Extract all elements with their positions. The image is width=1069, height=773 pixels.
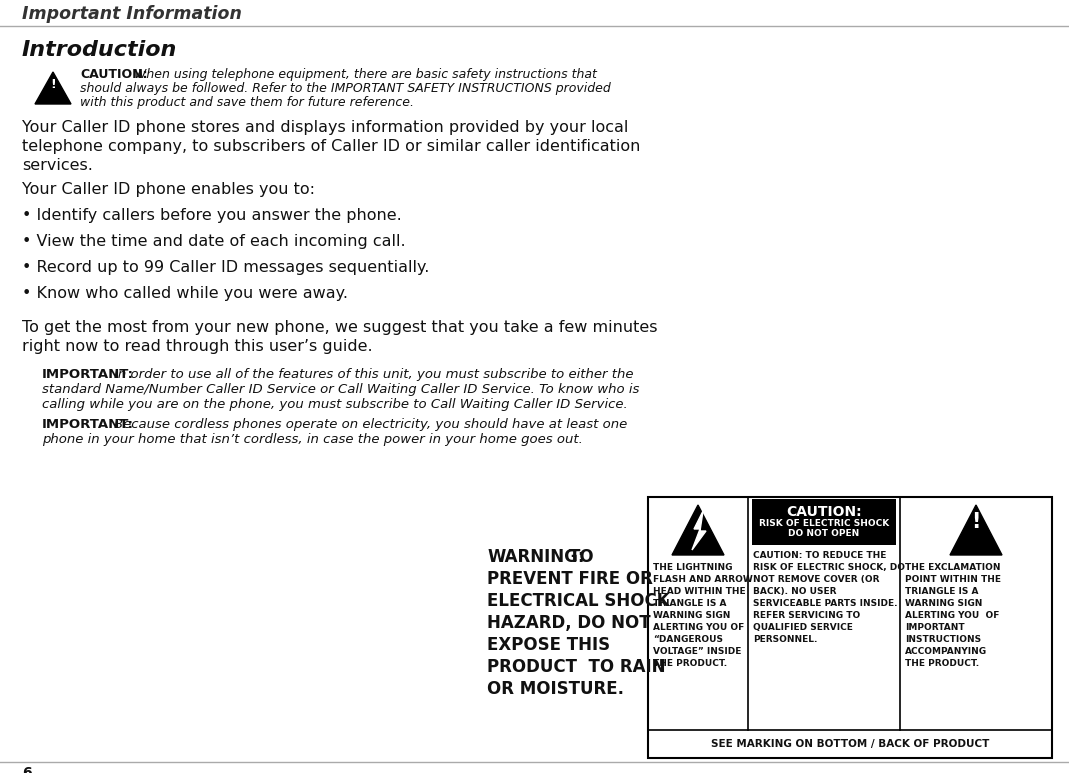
Text: with this product and save them for future reference.: with this product and save them for futu… (80, 96, 414, 109)
Polygon shape (692, 511, 706, 550)
Text: IMPORTANT:: IMPORTANT: (42, 418, 134, 431)
Text: NOT REMOVE COVER (OR: NOT REMOVE COVER (OR (753, 575, 880, 584)
Text: !: ! (50, 77, 56, 90)
Text: Your Caller ID phone enables you to:: Your Caller ID phone enables you to: (22, 182, 315, 197)
Text: VOLTAGE” INSIDE: VOLTAGE” INSIDE (653, 647, 742, 656)
Text: INSTRUCTIONS: INSTRUCTIONS (905, 635, 981, 644)
Bar (648, 497, 1052, 758)
Text: should always be followed. Refer to the IMPORTANT SAFETY INSTRUCTIONS provided: should always be followed. Refer to the … (80, 82, 610, 95)
Text: SEE MARKING ON BOTTOM / BACK OF PRODUCT: SEE MARKING ON BOTTOM / BACK OF PRODUCT (711, 739, 989, 749)
Polygon shape (672, 505, 724, 555)
Text: standard Name/Number Caller ID Service or Call Waiting Caller ID Service. To kno: standard Name/Number Caller ID Service o… (42, 383, 639, 396)
Text: OR MOISTURE.: OR MOISTURE. (487, 680, 624, 698)
Text: TO: TO (569, 548, 594, 566)
Text: ACCOMPANYING: ACCOMPANYING (905, 647, 987, 656)
Text: Introduction: Introduction (22, 40, 177, 60)
Text: PREVENT FIRE OR: PREVENT FIRE OR (487, 570, 653, 588)
Text: SERVICEABLE PARTS INSIDE.: SERVICEABLE PARTS INSIDE. (753, 599, 898, 608)
Text: “DANGEROUS: “DANGEROUS (653, 635, 723, 644)
Polygon shape (950, 505, 1002, 555)
Text: CAUTION:: CAUTION: (786, 505, 862, 519)
Text: WARNING SIGN: WARNING SIGN (653, 611, 730, 620)
Text: RISK OF ELECTRIC SHOCK: RISK OF ELECTRIC SHOCK (759, 519, 889, 528)
Text: THE PRODUCT.: THE PRODUCT. (653, 659, 727, 668)
Text: PERSONNEL.: PERSONNEL. (753, 635, 818, 644)
Text: THE PRODUCT.: THE PRODUCT. (905, 659, 979, 668)
Text: REFER SERVICING TO: REFER SERVICING TO (753, 611, 861, 620)
Text: telephone company, to subscribers of Caller ID or similar caller identification: telephone company, to subscribers of Cal… (22, 139, 640, 154)
Text: RISK OF ELECTRIC SHOCK, DO: RISK OF ELECTRIC SHOCK, DO (753, 563, 905, 572)
Text: • Know who called while you were away.: • Know who called while you were away. (22, 286, 348, 301)
Text: IMPORTANT: IMPORTANT (905, 623, 964, 632)
Text: 6: 6 (22, 766, 32, 773)
Text: TRIANGLE IS A: TRIANGLE IS A (653, 599, 727, 608)
Text: WARNING:: WARNING: (487, 548, 585, 566)
Text: When using telephone equipment, there are basic safety instructions that: When using telephone equipment, there ar… (134, 68, 597, 81)
Text: services.: services. (22, 158, 93, 173)
Text: In order to use all of the features of this unit, you must subscribe to either t: In order to use all of the features of t… (114, 368, 634, 381)
Text: • Identify callers before you answer the phone.: • Identify callers before you answer the… (22, 208, 402, 223)
Text: IMPORTANT:: IMPORTANT: (42, 368, 134, 381)
Text: DO NOT OPEN: DO NOT OPEN (788, 529, 859, 538)
Text: right now to read through this user’s guide.: right now to read through this user’s gu… (22, 339, 373, 354)
Text: HAZARD, DO NOT: HAZARD, DO NOT (487, 614, 651, 632)
Text: !: ! (972, 512, 980, 533)
Text: calling while you are on the phone, you must subscribe to Call Waiting Caller ID: calling while you are on the phone, you … (42, 398, 628, 411)
Text: POINT WITHIN THE: POINT WITHIN THE (905, 575, 1001, 584)
Text: • View the time and date of each incoming call.: • View the time and date of each incomin… (22, 234, 405, 249)
Text: To get the most from your new phone, we suggest that you take a few minutes: To get the most from your new phone, we … (22, 320, 657, 335)
Text: EXPOSE THIS: EXPOSE THIS (487, 636, 610, 654)
Text: CAUTION:: CAUTION: (80, 68, 148, 81)
Text: QUALIFIED SERVICE: QUALIFIED SERVICE (753, 623, 853, 632)
Text: • Record up to 99 Caller ID messages sequentially.: • Record up to 99 Caller ID messages seq… (22, 260, 430, 275)
Text: ALERTING YOU OF: ALERTING YOU OF (653, 623, 744, 632)
Text: Because cordless phones operate on electricity, you should have at least one: Because cordless phones operate on elect… (114, 418, 628, 431)
Text: phone in your home that isn’t cordless, in case the power in your home goes out.: phone in your home that isn’t cordless, … (42, 433, 583, 446)
Text: CAUTION: TO REDUCE THE: CAUTION: TO REDUCE THE (753, 551, 886, 560)
Text: ALERTING YOU  OF: ALERTING YOU OF (905, 611, 1000, 620)
Text: BACK). NO USER: BACK). NO USER (753, 587, 837, 596)
Bar (752, 499, 896, 545)
Text: FLASH AND ARROW: FLASH AND ARROW (653, 575, 753, 584)
Text: THE LIGHTNING: THE LIGHTNING (653, 563, 732, 572)
Text: THE EXCLAMATION: THE EXCLAMATION (905, 563, 1001, 572)
Text: TRIANGLE IS A: TRIANGLE IS A (905, 587, 978, 596)
Text: Important Information: Important Information (22, 5, 242, 23)
Text: HEAD WITHIN THE: HEAD WITHIN THE (653, 587, 745, 596)
Text: ELECTRICAL SHOCK: ELECTRICAL SHOCK (487, 592, 669, 610)
Text: WARNING SIGN: WARNING SIGN (905, 599, 982, 608)
Text: Your Caller ID phone stores and displays information provided by your local: Your Caller ID phone stores and displays… (22, 120, 629, 135)
Text: PRODUCT  TO RAIN: PRODUCT TO RAIN (487, 658, 666, 676)
Polygon shape (35, 72, 71, 104)
